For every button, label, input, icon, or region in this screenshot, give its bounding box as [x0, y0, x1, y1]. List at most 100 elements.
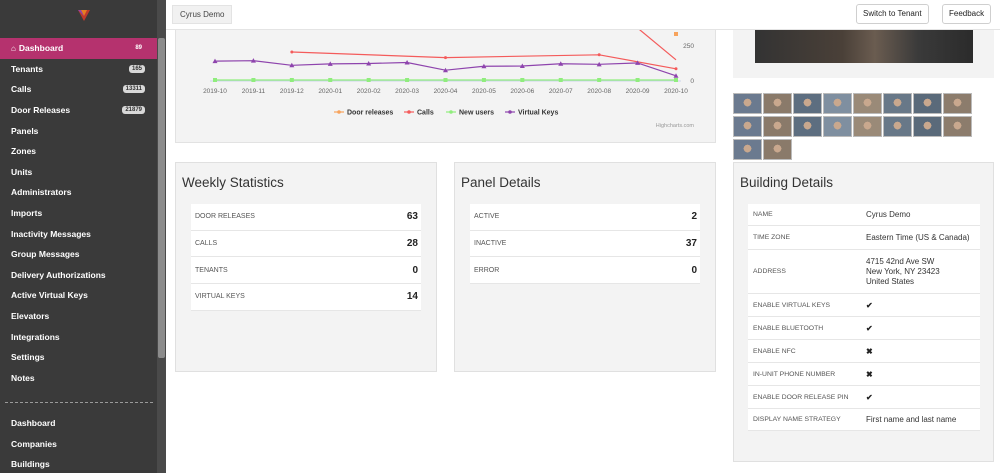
sidebar-item-label: Zones	[11, 146, 37, 157]
sidebar-item-panels[interactable]: Panels	[0, 120, 157, 141]
detail-row-name: NAME Cyrus Demo	[748, 204, 980, 226]
sidebar-item-label: Dashboard	[11, 418, 56, 429]
series-line	[639, 30, 677, 61]
sidebar-item-tenants[interactable]: Tenants 165	[0, 59, 157, 80]
legend-label[interactable]: Virtual Keys	[518, 110, 558, 117]
cross-icon: ✖	[866, 346, 873, 356]
sidebar-item-inactivity-messages[interactable]: Inactivity Messages	[0, 223, 157, 244]
sidebar-item-settings[interactable]: Settings	[0, 347, 157, 368]
feedback-button[interactable]: Feedback	[942, 4, 992, 24]
x-tick-label: 2019-12	[280, 88, 304, 95]
data-point	[558, 78, 563, 82]
switch-to-tenant-button[interactable]: Switch to Tenant	[856, 4, 929, 24]
sidebar-item-buildings[interactable]: Buildings	[0, 454, 157, 473]
sidebar-item-label: Dashboard	[18, 43, 64, 54]
check-icon: ✔	[866, 300, 873, 310]
camera-thumbnail[interactable]	[883, 116, 912, 137]
sidebar-item-admin-dashboard[interactable]: Dashboard	[0, 413, 157, 434]
camera-thumbnail[interactable]	[733, 139, 762, 160]
sidebar-item-companies[interactable]: Companies	[0, 434, 157, 455]
sidebar-item-zones[interactable]: Zones	[0, 141, 157, 162]
camera-thumbnail[interactable]	[913, 93, 942, 114]
sidebar-item-label: Imports	[11, 208, 43, 219]
detail-row-time-zone: TIME ZONE Eastern Time (US & Canada)	[748, 226, 980, 250]
data-point	[443, 78, 448, 82]
sidebar-item-label: Notes	[11, 372, 35, 383]
camera-thumbnail[interactable]	[853, 93, 882, 114]
camera-thumbnail[interactable]	[943, 93, 972, 114]
detail-row-enable-nfc: ENABLE NFC ✖	[748, 340, 980, 363]
sidebar-item-imports[interactable]: Imports	[0, 203, 157, 224]
camera-thumbnail[interactable]	[883, 93, 912, 114]
tenant-selector[interactable]: Cyrus Demo	[172, 5, 233, 24]
camera-thumbnail[interactable]	[853, 116, 882, 137]
detail-value: Cyrus Demo	[866, 209, 911, 219]
sidebar-item-active-virtual-keys[interactable]: Active Virtual Keys	[0, 285, 157, 306]
topbar: Cyrus Demo Switch to Tenant Feedback	[166, 0, 1000, 30]
data-point	[289, 78, 294, 82]
sidebar-item-elevators[interactable]: Elevators	[0, 306, 157, 327]
sidebar-scrollbar[interactable]	[157, 0, 166, 473]
camera-thumbnail[interactable]	[763, 139, 792, 160]
data-point	[444, 56, 447, 60]
detail-label: ADDRESS	[753, 268, 786, 275]
building-details-panel: Building Details NAME Cyrus Demo TIME ZON…	[733, 162, 994, 462]
x-tick-label: 2020-09	[626, 88, 650, 95]
camera-thumbnail[interactable]	[733, 93, 762, 114]
x-tick-label: 2020-02	[357, 88, 381, 95]
data-point	[596, 61, 602, 67]
detail-value: Eastern Time (US & Canada)	[866, 232, 970, 242]
detail-row-in-unit-phone-number: IN-UNIT PHONE NUMBER ✖	[748, 363, 980, 386]
camera-thumbnail[interactable]	[763, 93, 792, 114]
sidebar-item-units[interactable]: Units	[0, 162, 157, 183]
address-line-1: 4715 42nd Ave SW	[866, 256, 935, 266]
detail-label: ENABLE NFC	[753, 347, 796, 355]
activity-chart: 250 0 2019-10 2019-11 2019-12 2020-01 2020-02 2…	[203, 30, 694, 129]
camera-thumbnail[interactable]	[823, 93, 852, 114]
detail-label: IN-UNIT PHONE NUMBER	[753, 370, 836, 378]
data-point	[481, 78, 486, 82]
sidebar-item-notes[interactable]: Notes	[0, 368, 157, 389]
data-point	[250, 58, 256, 63]
check-icon: ✔	[866, 392, 873, 402]
sidebar-item-dashboard[interactable]: ⌂ Dashboard 89	[0, 38, 157, 59]
sidebar-scroll-thumb[interactable]	[158, 38, 165, 358]
camera-feed[interactable]	[755, 30, 973, 63]
data-point	[212, 58, 218, 64]
sidebar-item-label: Tenants	[11, 63, 43, 74]
legend-label[interactable]: Door releases	[347, 110, 393, 117]
sidebar-item-label: Delivery Authorizations	[11, 269, 106, 280]
sidebar-item-administrators[interactable]: Administrators	[0, 182, 157, 203]
camera-thumbnail[interactable]	[793, 93, 822, 114]
camera-thumbnail[interactable]	[943, 116, 972, 137]
camera-thumbnail[interactable]	[793, 116, 822, 137]
sidebar-item-group-messages[interactable]: Group Messages	[0, 244, 157, 265]
detail-label: ENABLE DOOR RELEASE PIN	[753, 393, 849, 401]
sidebar-badge: 21879	[122, 106, 145, 115]
data-point	[558, 61, 564, 66]
sidebar-item-delivery-authorizations[interactable]: Delivery Authorizations	[0, 265, 157, 286]
data-point	[404, 60, 410, 65]
camera-thumbnail[interactable]	[733, 116, 762, 137]
data-point	[290, 50, 294, 54]
legend-label[interactable]: Calls	[417, 110, 434, 117]
stat-value: 2	[691, 211, 697, 223]
detail-label: ENABLE BLUETOOTH	[753, 324, 824, 332]
sidebar-item-door-releases[interactable]: Door Releases 21879	[0, 100, 157, 121]
camera-thumbnail[interactable]	[763, 116, 792, 137]
legend-label[interactable]: New users	[459, 110, 494, 117]
x-tick-label: 2019-10	[203, 88, 227, 95]
camera-thumbnail[interactable]	[913, 116, 942, 137]
sidebar-item-label: Group Messages	[11, 249, 80, 260]
stat-value: 28	[406, 238, 418, 250]
x-tick-label: 2020-08	[587, 88, 611, 95]
sidebar-menu: ⌂ Dashboard 89 Tenants 165 Calls 13311 Door …	[0, 38, 157, 388]
stat-label: INACTIVE	[474, 240, 507, 248]
detail-row-enable-virtual-keys: ENABLE VIRTUAL KEYS ✔	[748, 294, 980, 317]
sidebar-item-calls[interactable]: Calls 13311	[0, 79, 157, 100]
data-point	[251, 78, 256, 82]
stat-row: ACTIVE 2	[470, 204, 700, 231]
sidebar-item-integrations[interactable]: Integrations	[0, 326, 157, 347]
camera-thumbnail[interactable]	[823, 116, 852, 137]
sidebar-item-label: Companies	[11, 438, 57, 449]
